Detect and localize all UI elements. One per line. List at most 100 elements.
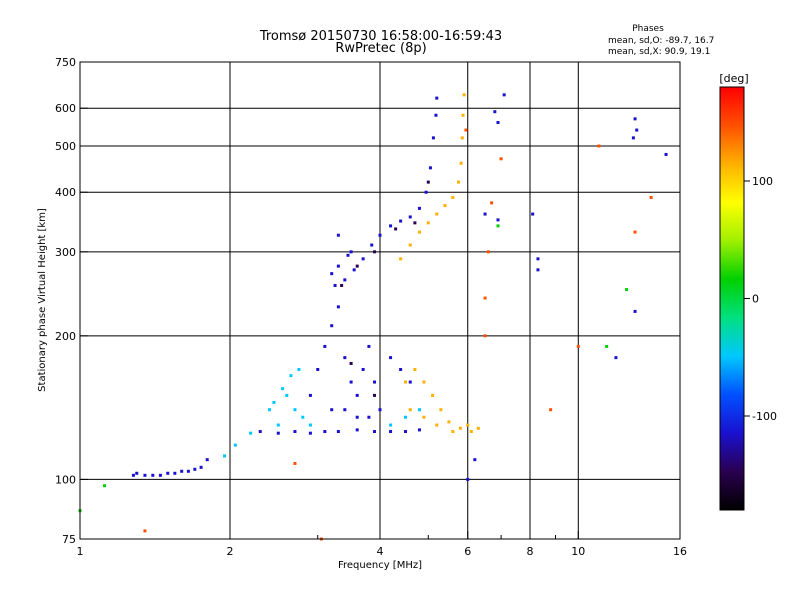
data-point <box>417 428 421 432</box>
chart-title: Tromsø 20150730 16:58:00-16:59:43 <box>259 29 502 44</box>
y-tick-label: 750 <box>55 56 76 69</box>
data-point <box>633 117 637 121</box>
data-point <box>336 233 340 237</box>
data-point <box>281 387 285 391</box>
data-point <box>461 113 465 117</box>
x-tick-label: 16 <box>673 545 687 558</box>
data-point <box>473 458 477 462</box>
data-point <box>373 393 377 397</box>
data-point <box>426 221 430 225</box>
data-point <box>496 218 500 222</box>
data-point <box>408 243 412 247</box>
data-point <box>349 250 353 254</box>
colorbar-label: [deg] <box>719 72 748 85</box>
y-tick-label: 600 <box>55 102 76 115</box>
data-point <box>536 257 540 261</box>
data-point <box>435 212 439 216</box>
data-point <box>367 344 371 348</box>
x-tick-label: 10 <box>571 545 585 558</box>
colorbar-gradient <box>719 86 745 511</box>
data-point <box>297 367 301 371</box>
data-point <box>223 454 227 458</box>
data-point <box>180 469 184 473</box>
data-point <box>373 430 377 434</box>
data-point <box>459 161 463 165</box>
data-point <box>205 458 209 462</box>
data-point <box>103 484 107 488</box>
data-point <box>631 136 635 140</box>
data-point <box>373 380 377 384</box>
data-point <box>460 136 464 140</box>
data-point <box>323 430 327 434</box>
data-point <box>431 136 435 140</box>
data-point <box>361 257 365 261</box>
y-tick-label: 300 <box>55 246 76 259</box>
data-point <box>336 305 340 309</box>
data-point <box>293 461 297 465</box>
data-point <box>323 344 327 348</box>
data-point <box>549 408 553 412</box>
data-point <box>403 415 407 419</box>
data-point <box>349 361 353 365</box>
data-point <box>502 93 506 97</box>
phases-heading: Phases <box>632 24 664 34</box>
data-point <box>496 224 500 228</box>
data-point <box>422 415 426 419</box>
y-tick-label: 400 <box>55 186 76 199</box>
x-tick-label: 4 <box>377 545 384 558</box>
data-point <box>462 93 466 97</box>
data-point <box>186 469 190 473</box>
data-point <box>408 215 412 219</box>
data-point <box>370 243 374 247</box>
data-point <box>389 224 393 228</box>
data-point <box>483 212 487 216</box>
data-point <box>267 408 271 412</box>
data-point <box>490 201 494 205</box>
data-point <box>166 471 170 475</box>
y-tick-label: 75 <box>62 533 76 546</box>
colorbar-tick-label: 0 <box>752 293 759 306</box>
data-point <box>417 408 421 412</box>
data-point <box>249 431 253 435</box>
data-point <box>499 157 503 161</box>
data-point <box>272 400 276 404</box>
data-point <box>355 415 359 419</box>
data-point <box>413 221 417 225</box>
data-point <box>378 233 382 237</box>
x-axis: 1 2 4 6 8 10 16 <box>77 531 687 558</box>
data-point <box>389 356 393 360</box>
data-point <box>417 230 421 234</box>
colorbar-tick-label: 100 <box>752 175 773 188</box>
y-tick-label: 500 <box>55 140 76 153</box>
data-point <box>293 408 297 412</box>
data-point <box>413 367 417 371</box>
data-point <box>158 473 162 477</box>
data-point <box>458 426 462 430</box>
data-point <box>143 529 147 533</box>
data-point <box>625 288 629 292</box>
phases-o-stats: mean, sd,O: -89.7, 16.7 <box>608 36 714 46</box>
data-point <box>435 96 439 100</box>
data-point <box>343 356 347 360</box>
colorbar-tick-label: -100 <box>752 410 777 423</box>
data-point <box>352 268 356 272</box>
data-point <box>483 334 487 338</box>
x-axis-label: Frequency [MHz] <box>338 560 422 571</box>
data-point <box>597 144 601 148</box>
data-point <box>285 393 289 397</box>
data-point <box>531 212 535 216</box>
data-point <box>301 415 305 419</box>
data-point <box>336 430 340 434</box>
data-point <box>399 257 403 261</box>
data-point <box>367 415 371 419</box>
data-point <box>346 253 350 257</box>
data-point <box>333 283 337 287</box>
y-tick-label: 200 <box>55 330 76 343</box>
data-point <box>486 250 490 254</box>
y-axis-label: Stationary phase Virtual Height [km] <box>37 208 48 392</box>
data-point <box>143 473 147 477</box>
data-point <box>431 393 435 397</box>
data-point <box>426 180 430 184</box>
data-point <box>483 296 487 300</box>
data-point <box>373 250 377 254</box>
